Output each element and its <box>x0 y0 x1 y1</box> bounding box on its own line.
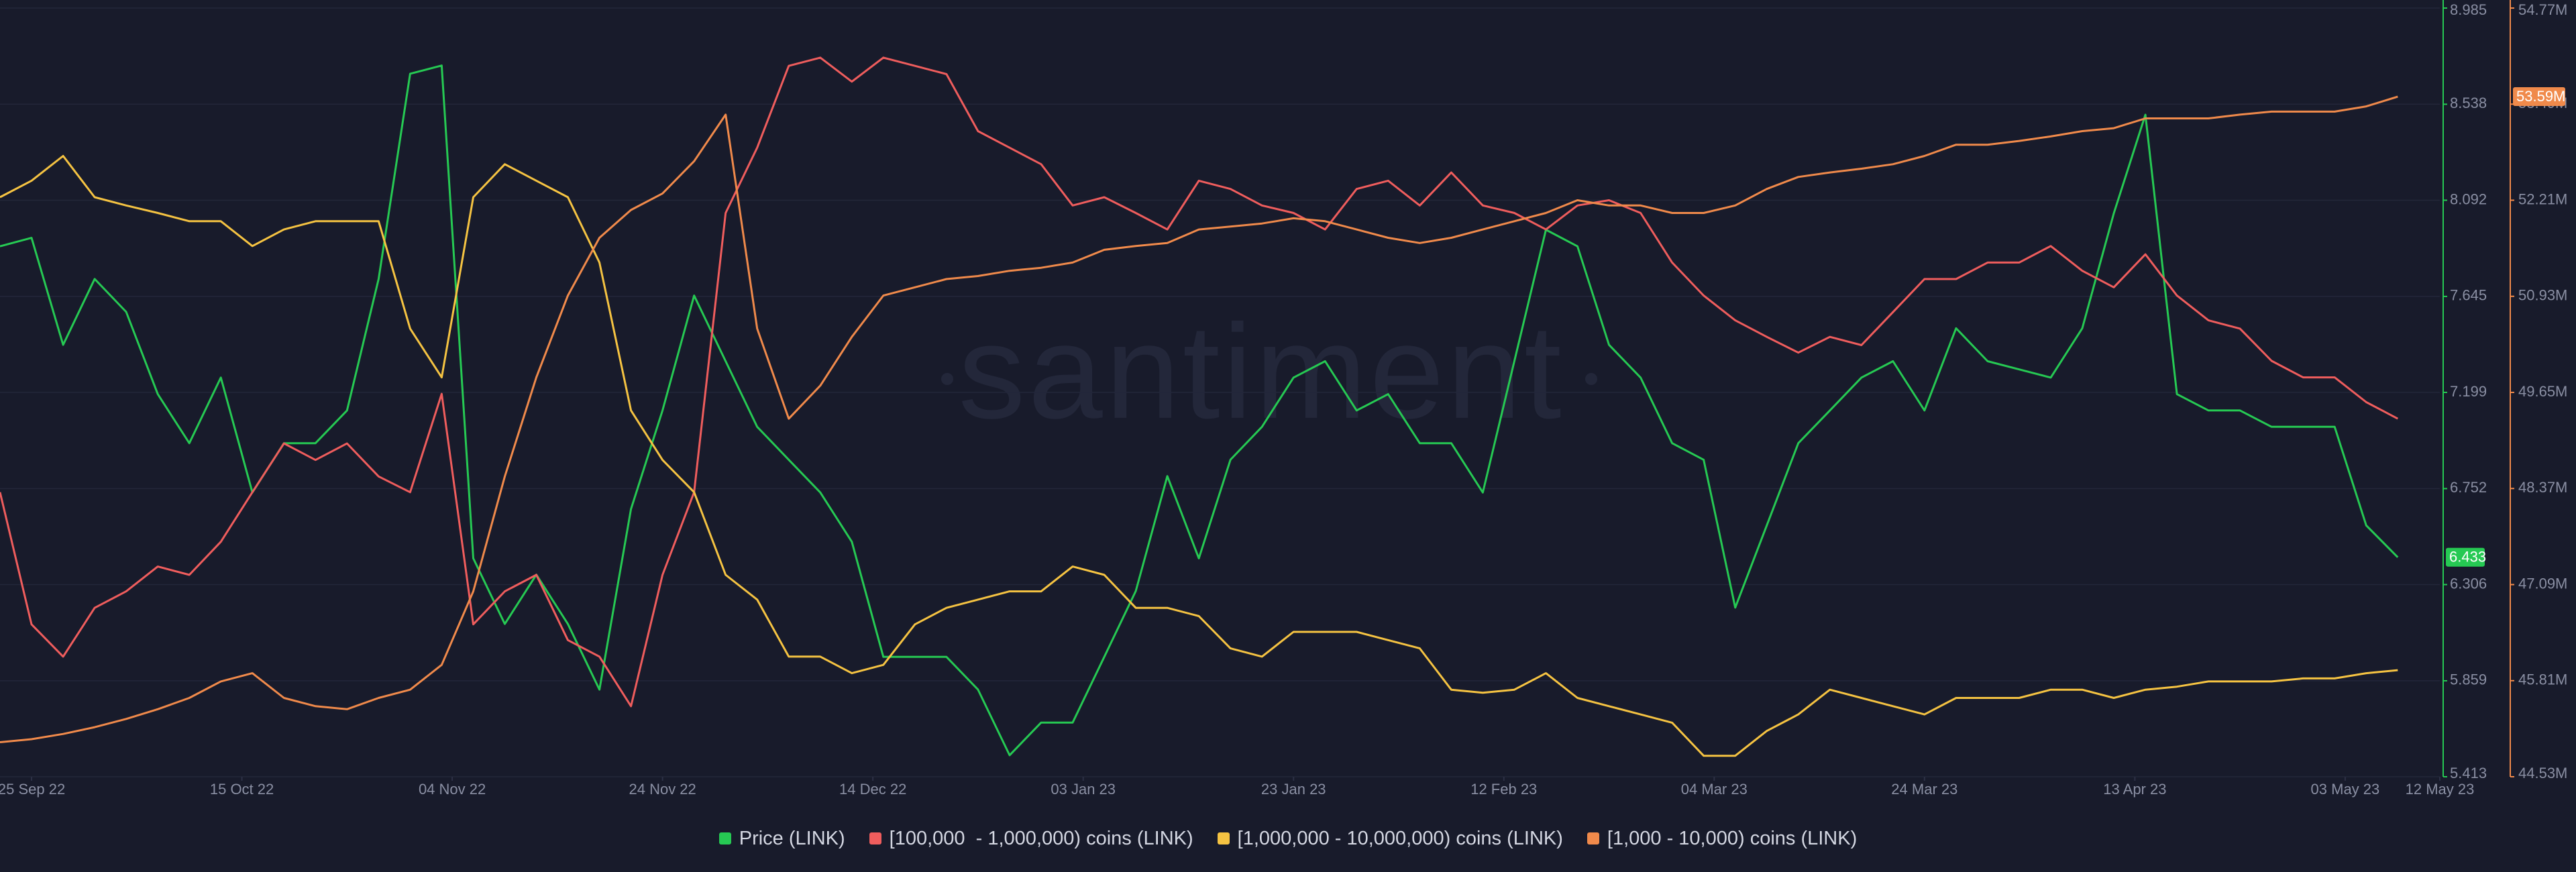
legend-swatch <box>1217 832 1230 844</box>
y-tick-label: 7.199 <box>2450 383 2487 400</box>
watermark-dot <box>941 373 953 385</box>
series-line <box>0 56 2398 708</box>
y2-tick-label: 45.81M <box>2518 671 2567 688</box>
y2-tick-label: 54.77M <box>2518 1 2567 18</box>
legend-item[interactable]: Price (LINK) <box>718 827 845 850</box>
y2-tick-label: 47.09M <box>2518 575 2567 592</box>
legend-item[interactable]: [1,000,000 - 10,000,000) coins (LINK) <box>1217 827 1563 850</box>
series-line <box>0 64 2399 757</box>
x-tick-label: 03 May 23 <box>2311 781 2380 798</box>
value-badge <box>2513 87 2565 107</box>
x-tick-label: 24 Mar 23 <box>1891 781 1957 798</box>
legend-swatch <box>1587 832 1599 844</box>
legend-swatch <box>718 832 731 844</box>
x-tick-label: 12 May 23 <box>2406 781 2475 798</box>
x-tick-label: 04 Nov 22 <box>419 781 486 798</box>
x-tick-label: 03 Jan 23 <box>1051 781 1116 798</box>
y-tick-label: 8.985 <box>2450 1 2487 18</box>
x-tick-label: 23 Jan 23 <box>1261 781 1326 798</box>
y2-tick-label: 50.93M <box>2518 287 2567 304</box>
x-tick-label: 04 Mar 23 <box>1681 781 1748 798</box>
y2-tick-label: 48.37M <box>2518 479 2567 496</box>
y-tick-label: 8.092 <box>2450 190 2487 207</box>
watermark-dot <box>1585 373 1597 385</box>
y2-tick-label: 44.53M <box>2518 765 2567 781</box>
x-tick-label: 13 Apr 23 <box>2103 781 2166 798</box>
legend: Price (LINK) [100,000 - 1,000,000) coins … <box>0 824 2576 853</box>
watermark: santiment <box>958 297 1564 447</box>
legend-label: [1,000 - 10,000) coins (LINK) <box>1607 827 1858 849</box>
y-tick-label: 6.306 <box>2450 575 2487 592</box>
x-tick-label: 24 Nov 22 <box>629 781 696 798</box>
x-tick-label: 25 Sep 22 <box>0 781 65 798</box>
y2-tick-label: 52.21M <box>2518 190 2567 207</box>
y-tick-label: 8.538 <box>2450 95 2487 111</box>
y-tick-label: 6.752 <box>2450 479 2487 496</box>
y2-tick-label: 49.65M <box>2518 383 2567 400</box>
legend-label: Price (LINK) <box>739 827 845 849</box>
legend-label: [1,000,000 - 10,000,000) coins (LINK) <box>1237 827 1563 849</box>
x-tick-label: 14 Dec 22 <box>839 781 906 798</box>
x-tick-label: 12 Feb 23 <box>1470 781 1537 798</box>
legend-swatch <box>869 832 881 844</box>
legend-item[interactable]: [100,000 - 1,000,000) coins (LINK) <box>869 828 1193 850</box>
legend-label: [100,000 - 1,000,000) coins (LINK) <box>889 827 1193 849</box>
value-label: 53.59M <box>2516 88 2565 105</box>
y-tick-label: 5.413 <box>2450 765 2487 781</box>
x-tick-label: 15 Oct 22 <box>210 781 274 798</box>
y-tick-label: 5.859 <box>2450 671 2487 688</box>
series-line <box>0 95 2398 743</box>
series-line <box>0 155 2398 757</box>
y-tick-label: 7.645 <box>2450 287 2487 304</box>
chart: santiment 5.413 5.859 6.306 6.752 7.199 7.645… <box>0 0 2567 798</box>
value-badge <box>2446 547 2485 567</box>
value-label: 6.433 <box>2449 549 2486 565</box>
legend-item[interactable]: [1,000 - 10,000) coins (LINK) <box>1587 828 1857 850</box>
